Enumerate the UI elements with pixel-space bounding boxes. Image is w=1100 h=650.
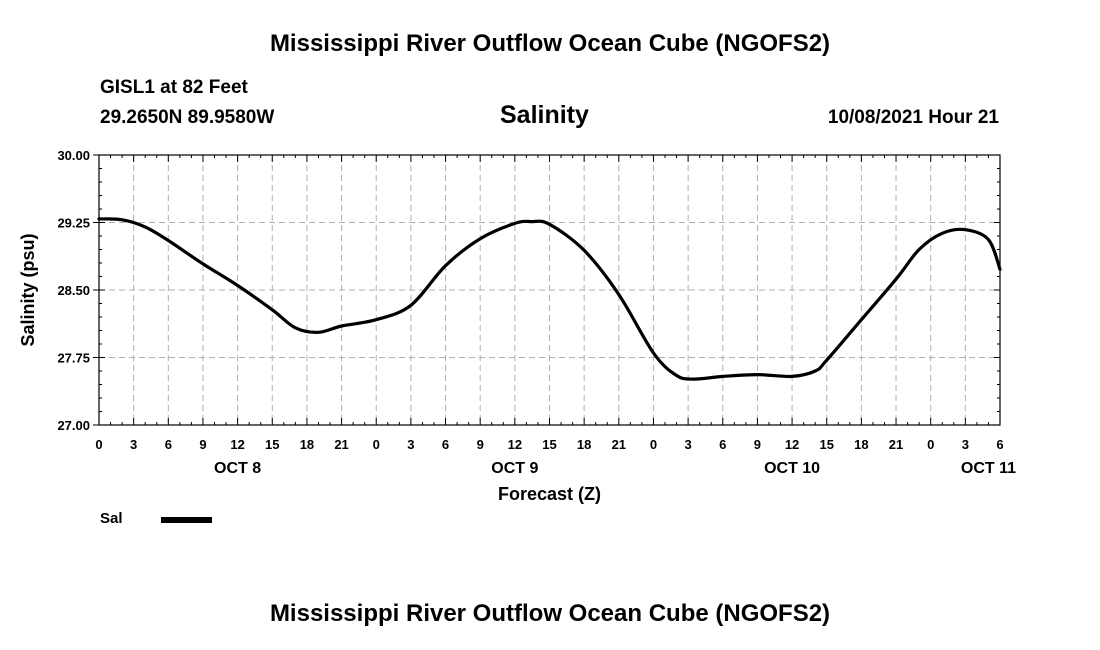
legend-label: Sal	[100, 510, 123, 527]
x-tick-label: 18	[854, 437, 868, 452]
x-tick-label: 9	[477, 437, 484, 452]
x-tick-label: 0	[373, 437, 380, 452]
x-tick-label: 0	[650, 437, 657, 452]
x-tick-label: 3	[130, 437, 137, 452]
plot-frame	[98, 154, 1001, 426]
y-tick-label: 27.00	[57, 418, 90, 433]
y-tick-label: 29.25	[57, 216, 90, 231]
x-tick-label: 0	[927, 437, 934, 452]
x-tick-label: 12	[508, 437, 522, 452]
series-line-sal	[97, 217, 1002, 381]
station-label: GISL1 at 82 Feet	[100, 77, 248, 98]
x-tick-label: 12	[785, 437, 799, 452]
chart-title: Mississippi River Outflow Ocean Cube (NG…	[269, 30, 831, 57]
x-tick-label: 3	[962, 437, 969, 452]
x-tick-label: 15	[542, 437, 556, 452]
x-tick-label: 6	[442, 437, 449, 452]
day-label: OCT 9	[491, 460, 538, 477]
x-tick-label: 18	[577, 437, 591, 452]
x-tick-label: 9	[754, 437, 761, 452]
legend-swatch	[161, 517, 212, 523]
y-tick-label: 28.50	[57, 283, 90, 298]
x-tick-label: 6	[719, 437, 726, 452]
x-axis-label: Forecast (Z)	[498, 484, 601, 504]
station-coordinates: 29.2650N 89.9580W	[100, 107, 275, 128]
footer-title: Mississippi River Outflow Ocean Cube (NG…	[269, 600, 831, 627]
x-tick-label: 3	[407, 437, 414, 452]
variable-title: Salinity	[500, 101, 589, 129]
forecast-datetime: 10/08/2021 Hour 21	[827, 107, 999, 128]
x-tick-label: 6	[996, 437, 1003, 452]
day-label: OCT 8	[214, 460, 261, 477]
x-tick-label: 9	[199, 437, 206, 452]
day-label: OCT 10	[764, 460, 820, 477]
x-tick-label: 21	[612, 437, 626, 452]
day-label: OCT 11	[961, 460, 1016, 477]
y-tick-label: 30.00	[57, 148, 90, 163]
x-tick-label: 6	[165, 437, 172, 452]
x-tick-label: 15	[265, 437, 279, 452]
x-tick-label: 0	[95, 437, 102, 452]
x-tick-label: 12	[230, 437, 244, 452]
x-tick-label: 21	[889, 437, 903, 452]
y-tick-label: 27.75	[57, 351, 90, 366]
x-tick-label: 3	[684, 437, 691, 452]
x-tick-label: 21	[334, 437, 348, 452]
x-tick-label: 15	[819, 437, 833, 452]
y-axis-label: Salinity (psu)	[18, 233, 38, 346]
x-tick-label: 18	[300, 437, 314, 452]
